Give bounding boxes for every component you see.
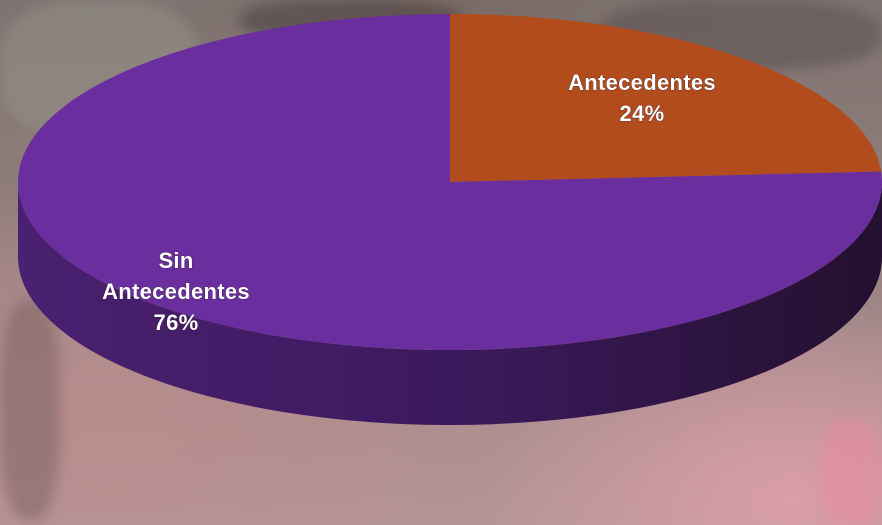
- pie-sides: [18, 182, 882, 425]
- pie-slice-antecedentes: [450, 14, 882, 182]
- slice-label-0-line-0: Antecedentes: [568, 70, 716, 95]
- slice-label-0-line-1: 24%: [620, 101, 665, 126]
- pie-slice-sin-antecedentes: [18, 14, 882, 350]
- pie-side-sin-antecedentes: [18, 182, 882, 425]
- slice-label-1-line-2: 76%: [154, 310, 199, 335]
- slice-label-1-line-0: Sin: [158, 248, 193, 273]
- slice-label-1-line-1: Antecedentes: [102, 279, 250, 304]
- pie-tops: [18, 14, 882, 350]
- pie-labels: Antecedentes 24% Sin Antecedentes 76%: [102, 70, 716, 336]
